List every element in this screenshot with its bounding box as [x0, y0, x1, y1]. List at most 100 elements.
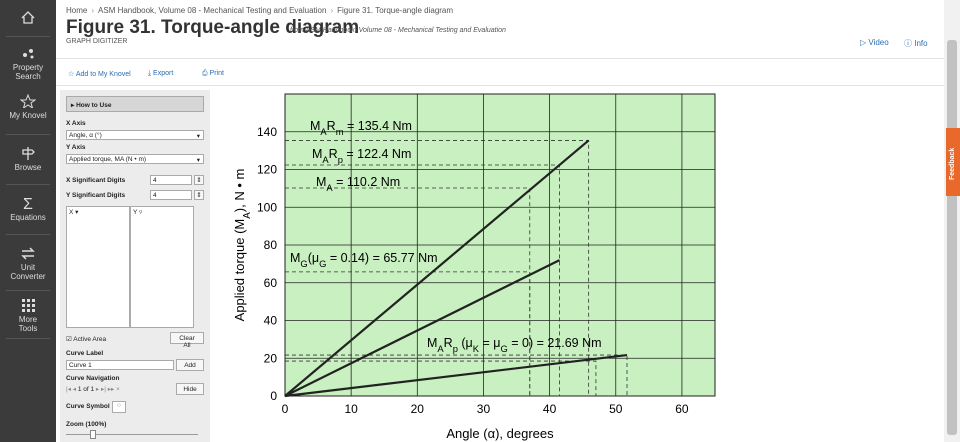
subscript: p: [338, 155, 343, 165]
text-part: (μ: [308, 251, 319, 265]
nav-item[interactable]: More Tools: [0, 298, 56, 333]
hide-button[interactable]: Hide: [176, 383, 204, 395]
x-tick-label: 0: [282, 402, 289, 416]
x-digits-input[interactable]: 4: [150, 175, 192, 185]
curve-nav[interactable]: |◂ ◂ 1 of 1 ▸ ▸| ▸▸ ×: [66, 386, 120, 393]
button-label: How to Use: [76, 102, 112, 109]
data-line: [284, 353, 628, 398]
zoom-handle[interactable]: [90, 430, 96, 439]
y-tick-label: 100: [257, 200, 277, 214]
scroll-thumb[interactable]: [947, 40, 957, 435]
text-part: = 135.4 Nm: [344, 119, 412, 133]
text-part: M: [316, 175, 326, 189]
symbol-picker[interactable]: ○: [112, 401, 126, 413]
select-arrow: ▾: [196, 157, 200, 164]
select-arrow: ▾: [196, 133, 200, 140]
add-button[interactable]: Add: [176, 359, 204, 371]
y-tick-label: 20: [264, 351, 278, 365]
toolbar-label: Export: [153, 70, 174, 77]
icon: [22, 299, 35, 312]
nav-item[interactable]: Σ Equations: [0, 196, 56, 222]
subscript: A: [242, 212, 253, 219]
text-part: = μ: [479, 336, 500, 350]
separator: [6, 134, 50, 135]
y-digits-input[interactable]: 4: [150, 190, 192, 200]
info-link[interactable]: ⓘ Info: [904, 39, 928, 48]
nav-item[interactable]: My Knovel: [0, 94, 56, 120]
y-tick-label: 80: [264, 238, 278, 252]
crumb-sep: ›: [91, 6, 95, 15]
x-column[interactable]: X ▾: [66, 206, 130, 328]
breadcrumb: Home › ASM Handbook, Volume 08 - Mechanica…: [66, 6, 453, 15]
icon: [22, 147, 35, 160]
toolbar-item[interactable]: ☆ Add to My Knovel: [68, 71, 131, 78]
select-value: Angle, α (°): [69, 132, 102, 139]
column-header: X: [69, 209, 74, 216]
select-value: Applied torque, MA (N • m): [69, 156, 147, 163]
text-part: M: [312, 147, 322, 161]
nav-item[interactable]: Unit Converter: [0, 246, 56, 281]
annotation: MARp (μK = μG = 0) = 21.69 Nm: [427, 336, 602, 354]
spinner[interactable]: ⇕: [194, 190, 204, 200]
nav-item[interactable]: Property Search: [0, 46, 56, 81]
toolbar-item[interactable]: ⎙ Print: [202, 70, 224, 77]
annotation: MG(μG = 0.14) = 65.77 Nm: [290, 251, 438, 269]
icon: [20, 94, 36, 108]
crumb[interactable]: ASM Handbook, Volume 08 - Mechanical Tes…: [98, 6, 327, 15]
digitizer-panel: ▸ How to Use X Axis Angle, α (°) ▾ Y Axis…: [60, 90, 210, 442]
nav-item[interactable]: Browse: [0, 146, 56, 172]
y-tick-label: 120: [257, 163, 277, 177]
how-to-button[interactable]: ▸ How to Use: [66, 96, 204, 112]
text-part: Applied torque (M: [232, 219, 247, 322]
y-tick-label: 60: [264, 276, 278, 290]
crumb[interactable]: Home: [66, 6, 88, 15]
page-title: Figure 31. Torque-angle diagram: [66, 17, 360, 38]
spinner[interactable]: ⇕: [194, 175, 204, 185]
annotation: MARm = 135.4 Nm: [310, 119, 412, 137]
field-label: Curve Navigation: [66, 375, 120, 382]
separator: [6, 36, 50, 37]
x-tick-label: 60: [675, 402, 689, 416]
annotation: MA = 110.2 Nm: [316, 175, 400, 193]
toolbar-label: Add to My Knovel: [75, 71, 131, 78]
nav-label: Unit Converter: [10, 263, 46, 281]
text-part: R: [444, 336, 453, 350]
input-value: 4: [153, 177, 157, 184]
subscript: m: [336, 127, 344, 137]
x-tick-label: 20: [411, 402, 425, 416]
curve-name-input[interactable]: Curve 1: [66, 360, 174, 370]
feedback-label: Feedback: [949, 147, 956, 180]
text-part: (μ: [458, 336, 473, 350]
toolbar-label: Print: [209, 70, 224, 77]
y-column[interactable]: Y ▿: [130, 206, 194, 328]
separator: [6, 184, 50, 185]
video-link[interactable]: ▷ Video: [860, 38, 889, 47]
feedback-tab[interactable]: Feedback: [946, 128, 960, 196]
sidebar: Property Search My Knovel Browse Σ Equati…: [0, 0, 56, 442]
field-label: Zoom (100%): [66, 421, 107, 428]
clear-button[interactable]: Clear All: [170, 332, 204, 349]
nav-label: My Knovel: [9, 111, 47, 120]
active-area[interactable]: ☑ Active Area: [66, 336, 107, 343]
y-axis-select[interactable]: Applied torque, MA (N • m) ▾: [66, 154, 204, 164]
subscript: G: [300, 259, 307, 269]
source: from ASM Handbook, Volume 08 - Mechanica…: [290, 27, 506, 34]
crumb: Figure 31. Torque-angle diagram: [337, 6, 454, 15]
subscript: G: [319, 259, 326, 269]
link-label: Video: [868, 38, 889, 47]
annotation: MARp = 122.4 Nm: [312, 147, 411, 165]
crumb-sep: ›: [330, 6, 334, 15]
y-tick-label: 140: [257, 125, 277, 139]
separator: [6, 338, 50, 339]
x-axis-label: Angle (α), degrees: [446, 426, 554, 441]
icon: [23, 49, 34, 59]
field-label: Curve Symbol: [66, 403, 110, 410]
subscript: G: [500, 344, 507, 354]
text-part: R: [327, 119, 336, 133]
x-axis-select[interactable]: Angle, α (°) ▾: [66, 130, 204, 140]
link-label: Info: [914, 39, 928, 48]
home-icon[interactable]: [0, 10, 56, 24]
toolbar-item[interactable]: ⤓ Export: [148, 70, 174, 77]
